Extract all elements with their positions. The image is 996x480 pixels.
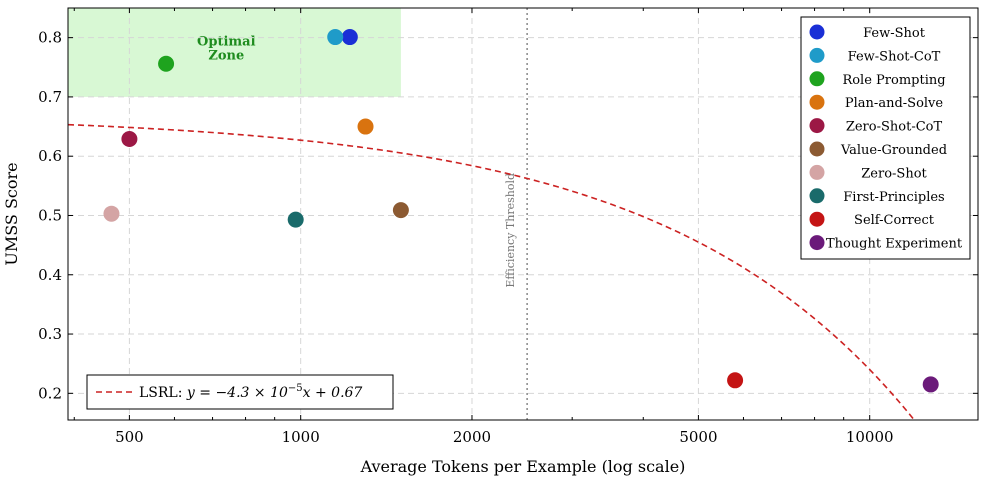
point-self-correct [727,372,744,389]
legend-marker-few-shot [809,24,825,40]
x-tick-label: 5000 [679,428,717,446]
legend-label-thought-experiment: Thought Experiment [826,237,963,252]
axes-layer: 500 1000 2000 5000 10000 0.2 0.3 0.4 0.5 0.6 0.7 0.… [2,7,979,476]
legend-label-zero-shot-cot: Zero-Shot-CoT [846,120,943,135]
lsrl-exponent: −5 [288,383,303,394]
legend-marker-value-grounded [809,141,825,157]
point-value-grounded [392,202,409,219]
legend-box [800,16,971,260]
plot-frame [67,7,979,421]
point-few-shot [341,29,358,46]
y-tick-label: 0.6 [38,147,62,165]
point-thought-experiment [922,376,939,393]
optimal-zone-label-line1: Optimal [197,35,256,50]
legend-marker-first-principles [809,188,825,204]
point-few-shot-cot [327,29,344,46]
legend-marker-zero-shot [809,164,825,180]
lsrl-suffix: x + 0.67 [303,385,363,401]
point-role-prompting [158,55,175,72]
point-zero-shot [103,205,120,222]
y-tick-label: 0.2 [38,384,62,402]
point-first-principles [287,211,304,228]
legend-marker-plan-and-solve [809,94,825,110]
legend-label-self-correct: Self-Correct [854,213,935,228]
optimal-zone-label-line2: Zone [208,49,244,64]
point-plan-and-solve [357,118,374,135]
lsrl-equation: y = −4.3 × 10 [186,385,288,401]
legend-marker-self-correct [809,211,825,227]
legend-label-first-principles: First-Principles [843,190,944,205]
y-tick-label: 0.3 [38,325,62,343]
legend-label-value-grounded: Value-Grounded [840,143,947,158]
y-axis-title: UMSS Score [2,162,21,265]
y-tick-label: 0.5 [38,206,62,224]
x-tick-label: 2000 [453,428,491,446]
legend-marker-role-prompting [809,71,825,87]
x-tick-label: 1000 [282,428,320,446]
legend-label-plan-and-solve: Plan-and-Solve [845,96,943,111]
y-tick-label: 0.8 [38,29,62,47]
regression-line [67,123,915,421]
y-tick-label: 0.7 [38,88,62,106]
point-zero-shot-cot [121,131,138,148]
legend-label-few-shot-cot: Few-Shot-CoT [848,49,941,64]
efficiency-threshold-label: Efficiency Threshold [504,173,517,288]
x-axis-title: Average Tokens per Example (log scale) [360,457,686,476]
legend: Few-Shot Few-Shot-CoT Role Prompting Plan-a… [800,16,971,260]
threshold-layer: Efficiency Threshold [504,8,528,420]
legend-marker-zero-shot-cot [809,118,825,134]
regression-layer [67,123,915,421]
legend-label-zero-shot: Zero-Shot [861,166,927,181]
x-tick-label: 10000 [846,428,894,446]
lsrl-prefix: LSRL: [139,385,187,401]
legend-marker-few-shot-cot [809,47,825,63]
lsrl-legend-box [86,374,394,410]
points-layer [103,29,939,393]
x-tick-label: 500 [115,428,144,446]
legend-label-few-shot: Few-Shot [863,26,926,41]
regression-legend: LSRL: y = −4.3 × 10−5x + 0.67 [86,374,394,410]
y-tick-label: 0.4 [38,266,62,284]
optimal-zone-rect [68,8,401,97]
legend-label-role-prompting: Role Prompting [842,73,945,88]
lsrl-legend-label: LSRL: y = −4.3 × 10−5x + 0.67 [139,383,362,401]
legend-marker-thought-experiment [809,235,825,251]
